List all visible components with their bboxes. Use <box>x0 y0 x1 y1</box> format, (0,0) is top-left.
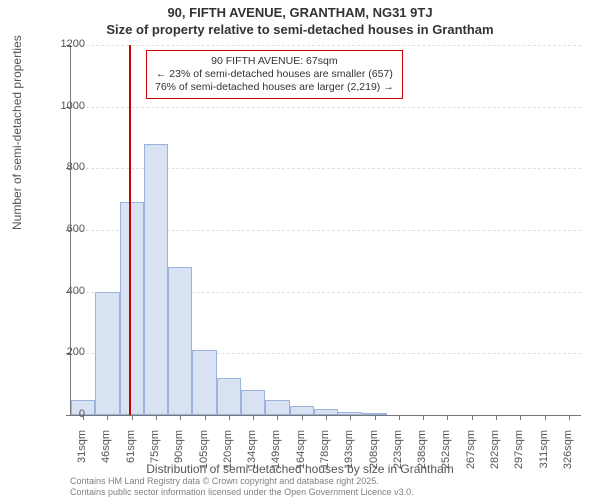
x-tick-mark <box>180 415 181 420</box>
x-tick-mark <box>277 415 278 420</box>
x-tick-mark <box>569 415 570 420</box>
histogram-bar <box>95 292 119 415</box>
footer-line-1: Contains HM Land Registry data © Crown c… <box>70 476 414 487</box>
y-tick-label: 1200 <box>30 38 85 50</box>
y-tick-label: 400 <box>30 285 85 297</box>
x-tick-mark <box>302 415 303 420</box>
x-tick-mark <box>520 415 521 420</box>
histogram-bar <box>168 267 192 415</box>
annotation-line-2: ← 23% of semi-detached houses are smalle… <box>155 68 394 81</box>
x-tick-mark <box>229 415 230 420</box>
chart-title-line2: Size of property relative to semi-detach… <box>0 22 600 37</box>
x-tick-mark <box>107 415 108 420</box>
annotation-box: 90 FIFTH AVENUE: 67sqm ← 23% of semi-det… <box>146 50 403 99</box>
y-tick-label: 200 <box>30 346 85 358</box>
histogram-bar <box>217 378 241 415</box>
histogram-bars <box>71 45 581 415</box>
x-tick-mark <box>326 415 327 420</box>
y-tick-label: 1000 <box>30 100 85 112</box>
x-tick-mark <box>375 415 376 420</box>
histogram-bar <box>192 350 216 415</box>
y-tick-label: 800 <box>30 161 85 173</box>
x-tick-mark <box>423 415 424 420</box>
annotation-line-1: 90 FIFTH AVENUE: 67sqm <box>155 55 394 68</box>
histogram-bar <box>241 390 265 415</box>
property-marker-line <box>129 45 131 415</box>
y-axis-label: Number of semi-detached properties <box>10 35 24 230</box>
histogram-bar <box>144 144 168 415</box>
x-tick-mark <box>205 415 206 420</box>
y-tick-label: 600 <box>30 223 85 235</box>
x-tick-mark <box>496 415 497 420</box>
x-tick-mark <box>156 415 157 420</box>
x-tick-mark <box>253 415 254 420</box>
histogram-bar <box>290 406 314 415</box>
x-tick-mark <box>472 415 473 420</box>
y-tick-label: 0 <box>30 408 85 420</box>
plot-area: 90 FIFTH AVENUE: 67sqm ← 23% of semi-det… <box>70 45 581 416</box>
x-tick-mark <box>350 415 351 420</box>
footer-line-2: Contains public sector information licen… <box>70 487 414 498</box>
x-tick-mark <box>132 415 133 420</box>
annotation-line-3: 76% of semi-detached houses are larger (… <box>155 81 394 94</box>
chart-title-line1: 90, FIFTH AVENUE, GRANTHAM, NG31 9TJ <box>0 5 600 20</box>
footer-attribution: Contains HM Land Registry data © Crown c… <box>70 476 414 498</box>
x-tick-mark <box>399 415 400 420</box>
x-tick-mark <box>545 415 546 420</box>
x-axis-label: Distribution of semi-detached houses by … <box>0 462 600 476</box>
x-tick-mark <box>447 415 448 420</box>
histogram-bar <box>120 202 144 415</box>
histogram-bar <box>265 400 289 415</box>
